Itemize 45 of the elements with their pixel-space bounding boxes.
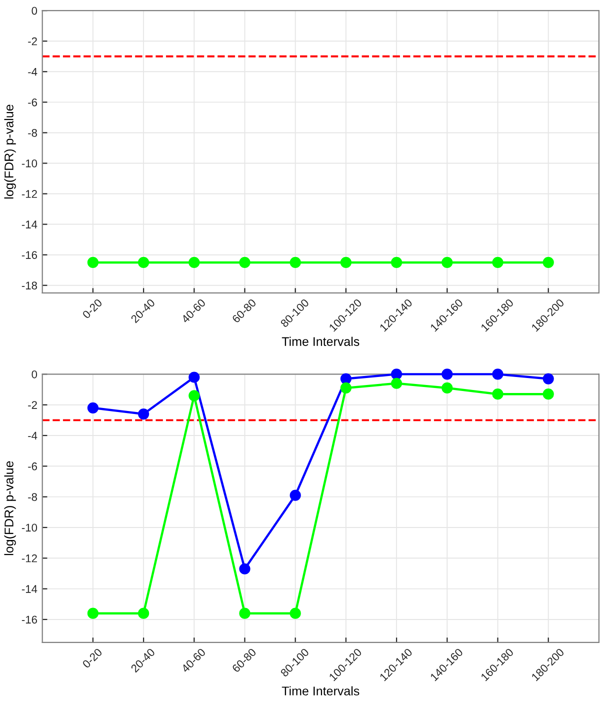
point bbox=[138, 608, 150, 619]
point bbox=[542, 373, 554, 384]
y-tick-label: -16 bbox=[22, 251, 37, 259]
y-axis-title: log(FDR) p-value bbox=[4, 461, 16, 556]
point bbox=[442, 368, 453, 380]
y-tick-label: -4 bbox=[28, 432, 38, 440]
point bbox=[138, 408, 150, 420]
y-tick-label: -12 bbox=[22, 190, 37, 198]
y-tick-label: -10 bbox=[22, 160, 38, 168]
y-tick-label: 0 bbox=[32, 370, 38, 378]
point bbox=[188, 390, 200, 402]
y-tick-label: -2 bbox=[28, 401, 37, 409]
point bbox=[290, 490, 301, 501]
point bbox=[239, 563, 250, 574]
point bbox=[188, 372, 200, 383]
y-tick-label: -6 bbox=[28, 98, 37, 106]
y-tick-label: -12 bbox=[22, 554, 37, 562]
point bbox=[87, 608, 99, 619]
point bbox=[390, 368, 402, 380]
point bbox=[542, 388, 554, 400]
x-tick-label: 0-20 bbox=[82, 298, 103, 320]
point bbox=[290, 608, 301, 619]
y-axis-title: log(FDR) p-value bbox=[4, 104, 16, 199]
y-tick-label: -14 bbox=[22, 220, 38, 228]
y-tick-label: -2 bbox=[28, 37, 37, 46]
point bbox=[340, 382, 352, 394]
y-tick-label: -6 bbox=[28, 462, 37, 470]
y-tick-label: -4 bbox=[28, 68, 38, 76]
point bbox=[492, 388, 504, 400]
y-tick-label: 0 bbox=[32, 6, 38, 15]
point bbox=[442, 382, 453, 394]
y-tick-label: -18 bbox=[22, 282, 38, 290]
point bbox=[340, 373, 352, 384]
y-tick-label: -8 bbox=[28, 493, 38, 501]
x-tick-label: 0-20 bbox=[82, 648, 103, 669]
x-axis-title: Time Intervals bbox=[282, 686, 360, 696]
y-tick-label: -10 bbox=[22, 524, 38, 532]
point bbox=[390, 378, 402, 389]
y-tick-label: -16 bbox=[22, 616, 37, 624]
y-tick-label: -14 bbox=[22, 585, 38, 593]
x-axis-title: Time Intervals bbox=[282, 336, 360, 346]
y-tick-label: -8 bbox=[28, 128, 38, 137]
point bbox=[87, 402, 99, 414]
point bbox=[239, 608, 250, 619]
point bbox=[492, 368, 504, 380]
